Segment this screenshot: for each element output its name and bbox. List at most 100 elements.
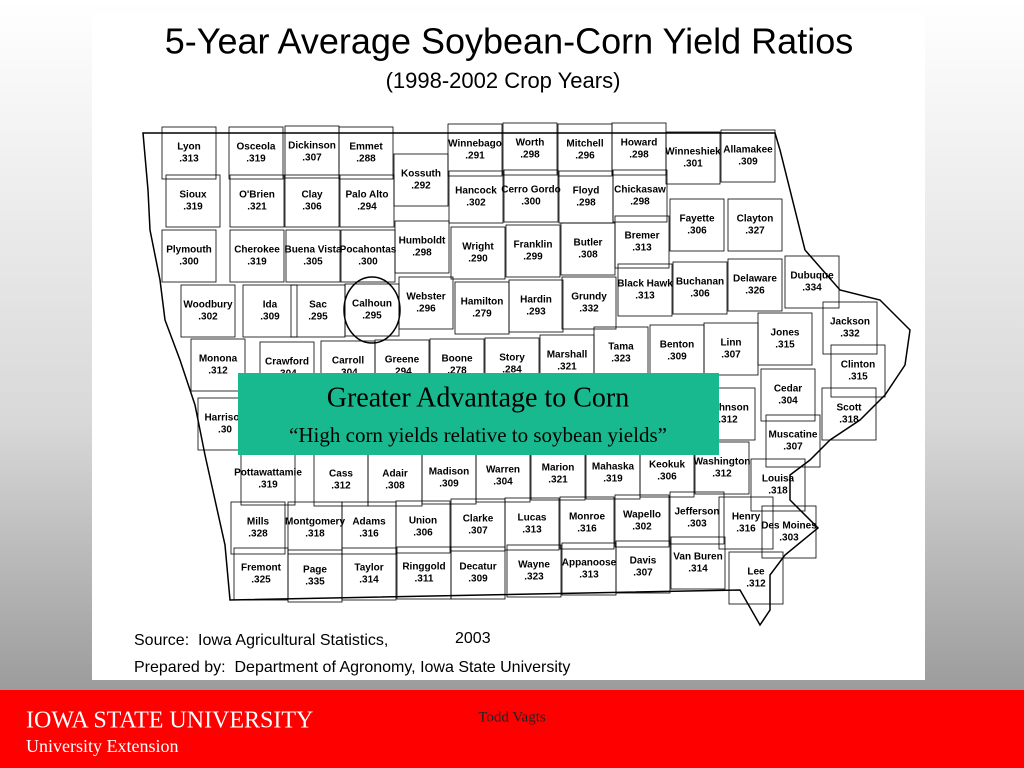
county-name: Ringgold xyxy=(402,562,445,573)
county-name: Pottawattamie xyxy=(234,468,302,479)
county-ratio: .296 xyxy=(575,151,595,162)
county-name: Warren xyxy=(486,465,520,476)
county-name: Monona xyxy=(199,354,238,365)
county-name: Crawford xyxy=(265,357,309,368)
county-ratio: .318 xyxy=(839,415,859,426)
county-border xyxy=(161,126,217,180)
source-text: Source: Iowa Agricultural Statistics, xyxy=(134,632,388,649)
county-name: Chickasaw xyxy=(614,185,666,196)
county-ratio: .313 xyxy=(579,570,599,581)
county-name: Howard xyxy=(621,138,658,149)
county-border xyxy=(338,126,394,180)
county-border xyxy=(694,441,750,495)
county-ratio: .306 xyxy=(657,472,677,483)
county-ratio: .290 xyxy=(468,254,488,265)
county-name: Calhoun xyxy=(352,299,392,310)
county-ratio: .307 xyxy=(633,568,653,579)
county-ratio: .309 xyxy=(468,574,488,585)
county-border xyxy=(669,491,725,545)
county-ratio: .279 xyxy=(472,309,492,320)
county-border xyxy=(450,546,506,600)
county-name: Linn xyxy=(720,338,741,349)
county-ratio: .334 xyxy=(802,283,822,294)
county-name: Carroll xyxy=(332,356,364,367)
county-name: Union xyxy=(409,516,437,527)
county-name: Adair xyxy=(382,469,408,480)
county-ratio: .306 xyxy=(302,202,322,213)
county-ratio: .313 xyxy=(179,154,199,165)
county-name: Palo Alto xyxy=(346,190,389,201)
county-border xyxy=(672,261,728,315)
county-ratio: .294 xyxy=(357,202,377,213)
county-name: Henry xyxy=(732,512,761,523)
county-ratio: .311 xyxy=(415,574,434,585)
county-name: Allamakee xyxy=(723,145,773,156)
county-name: Des Moines xyxy=(761,521,817,532)
county-name: Boone xyxy=(441,354,473,365)
county-ratio: .30 xyxy=(218,425,232,436)
county-ratio: .294 xyxy=(392,367,412,378)
county-name: Muscatine xyxy=(769,430,818,441)
footer-bar xyxy=(0,690,1024,768)
map-panel xyxy=(92,14,925,680)
county-ratio: .319 xyxy=(603,474,623,485)
county-ratio: .298 xyxy=(576,198,596,209)
county-ratio: .303 xyxy=(779,533,799,544)
county-name: Story xyxy=(499,353,525,364)
county-name: Fremont xyxy=(241,563,282,574)
county-ratio: .298 xyxy=(630,197,650,208)
county-name: Clarke xyxy=(463,514,494,525)
county-name: Marshall xyxy=(547,350,588,361)
county-border xyxy=(284,174,340,228)
county-ratio: .309 xyxy=(260,312,280,323)
county-name: Ida xyxy=(263,300,278,311)
county-border xyxy=(559,496,615,550)
county-ratio: .312 xyxy=(712,469,732,480)
county-ratio: .314 xyxy=(688,564,708,575)
county-border xyxy=(720,129,776,183)
county-ratio: .302 xyxy=(198,312,218,323)
county-ratio: .318 xyxy=(768,486,788,497)
county-name: Worth xyxy=(516,138,545,149)
county-name: Greene xyxy=(385,355,420,366)
county-ratio: .319 xyxy=(258,480,278,491)
county-name: Cass xyxy=(329,469,353,480)
county-border xyxy=(614,494,670,548)
county-ratio: .300 xyxy=(521,197,541,208)
county-ratio: .319 xyxy=(246,154,266,165)
county-name: Fayette xyxy=(679,214,714,225)
county-name: Washington xyxy=(694,457,751,468)
callout-title: Greater Advantage to Corn xyxy=(327,382,629,413)
county-name: Kossuth xyxy=(401,169,441,180)
county-name: Bremer xyxy=(624,231,659,242)
calhoun-highlight xyxy=(343,276,401,344)
county-ratio: .307 xyxy=(783,442,803,453)
county-ratio: .284 xyxy=(502,365,522,376)
prepared-by: Prepared by: Department of Agronomy, Iow… xyxy=(134,659,570,676)
county-ratio: .327 xyxy=(745,226,765,237)
county-border xyxy=(447,123,503,177)
county-name: Lee xyxy=(747,567,765,578)
county-ratio: .288 xyxy=(356,154,376,165)
county-ratio: .335 xyxy=(305,577,325,588)
county-ratio: .300 xyxy=(179,257,199,268)
county-border xyxy=(727,198,783,252)
county-ratio: .298 xyxy=(520,150,540,161)
county-border xyxy=(614,215,670,269)
county-name: Wright xyxy=(462,242,494,253)
county-border xyxy=(728,551,784,605)
county-ratio: .293 xyxy=(526,307,546,318)
county-ratio: .315 xyxy=(848,372,868,383)
county-name: Appanoose xyxy=(562,558,617,569)
county-name: Pocahontas xyxy=(340,245,397,256)
county-border xyxy=(190,338,246,392)
source-year: 2003 xyxy=(455,630,491,647)
county-name: Dickinson xyxy=(288,141,336,152)
county-name: Tama xyxy=(608,342,634,353)
county-name: Wapello xyxy=(623,510,661,521)
county-ratio: .295 xyxy=(362,311,382,322)
county-border xyxy=(502,122,558,176)
county-name: Butler xyxy=(574,238,603,249)
county-ratio: .304 xyxy=(778,396,798,407)
county-border xyxy=(165,174,221,228)
